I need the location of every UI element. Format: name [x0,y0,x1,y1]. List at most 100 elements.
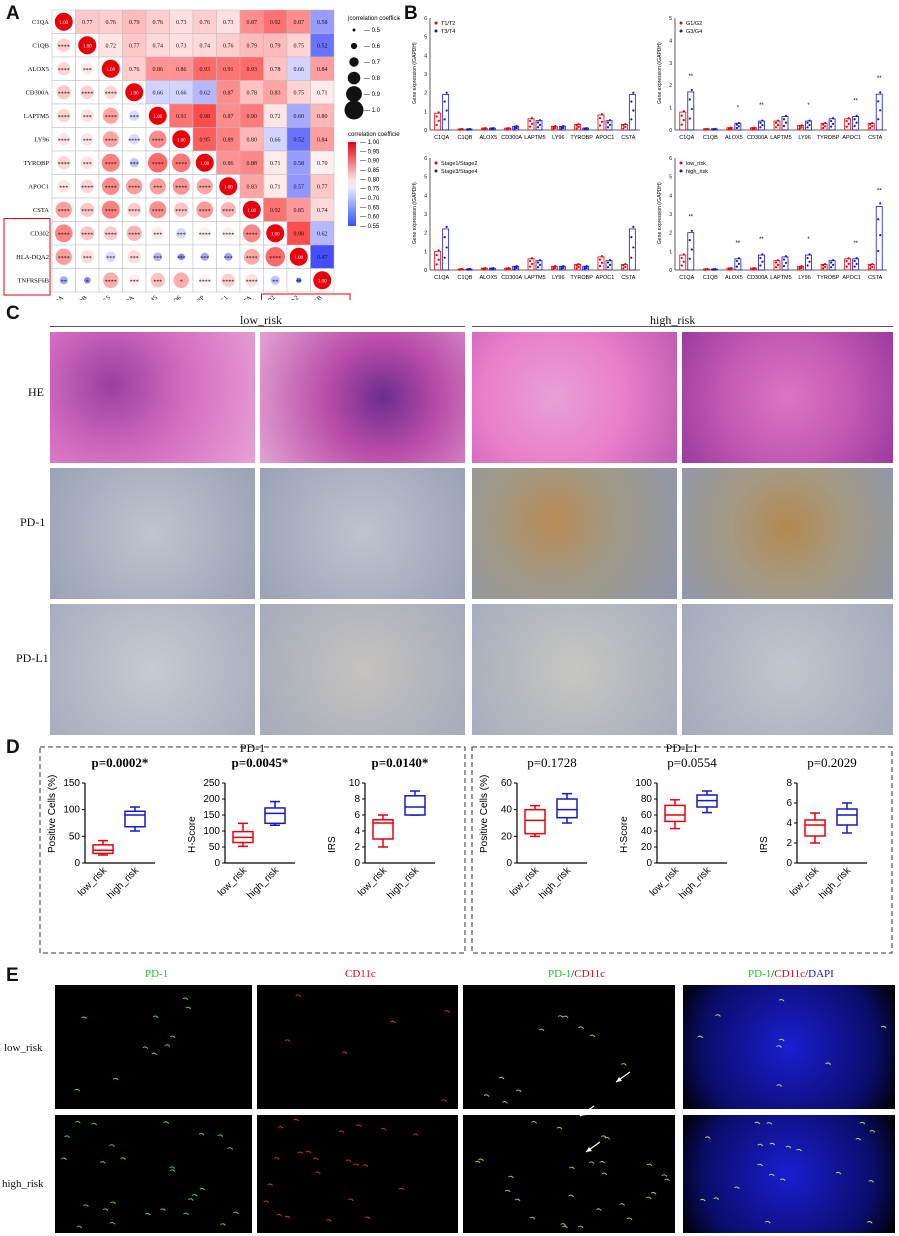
matrix-value: 0.78 [247,90,258,96]
legend-marker-blue [434,29,438,33]
point-red [751,267,754,270]
significance-stars: *** [177,232,186,238]
matrix-value: 0.87 [247,20,258,26]
matrix-value: 0.79 [247,43,258,49]
if-signal-mark [604,1136,611,1140]
y-tick-label: 100 [63,805,80,816]
bar-red [679,254,687,271]
x-tick-label: high_risk [385,865,422,902]
significance-stars: ** [688,215,693,221]
y-tick-label: 6 [424,156,427,162]
matrix-value: 0.66 [270,137,281,143]
correlation-bubble [81,133,94,146]
y-tick-label: 4 [424,53,427,59]
point-blue [832,263,835,266]
significance-stars: *** [130,162,139,168]
bar-red [597,114,605,131]
row-label-pdl1: PD-L1 [16,651,49,665]
if-signal-mark [779,1178,786,1182]
matrix-value: 0.73 [176,20,187,26]
legend-marker-red [679,21,683,25]
if-signal-mark [284,1215,291,1219]
y-tick-label: 2 [669,83,672,89]
y-tick-label: 20 [641,842,653,853]
correlation-bubble [220,202,236,218]
diagonal-marker [101,59,120,78]
if-signal-mark [664,1178,670,1182]
point-red [871,125,874,128]
point-blue [832,117,835,120]
bar-red [844,118,852,131]
y-tick-label: 8 [354,794,360,805]
x-tick-label: TYROBP [570,275,593,281]
correlation-bubble [128,274,141,287]
bar-red [844,258,852,271]
significance-stars: *** [106,256,115,262]
point-red [624,265,627,269]
point-blue [583,265,586,269]
he-image-low-2 [260,332,465,463]
point-blue [808,253,811,256]
diagonal-marker [313,271,332,290]
if-signal-mark [757,1143,764,1147]
y-tick-label: 6 [786,798,792,809]
if-signal-mark [538,1028,545,1032]
point-red [528,265,532,268]
panel-label-d: D [6,737,20,758]
point-blue [784,114,788,117]
legend-marker-red [434,21,438,25]
if-signal-mark [182,997,189,1001]
x-tick-label: high_risk [677,865,714,902]
point-blue [761,260,764,263]
row-gene-label: TNFRSF6B [18,277,50,284]
significance-stars: *** [59,185,68,191]
legend-marker-blue [434,169,438,173]
x-tick-label: C1QA [434,135,449,141]
point-red [598,258,602,261]
y-axis-label: Gene expression (/GAPDH) [657,42,663,104]
point-red [577,125,580,129]
if-signal-mark [345,1159,352,1163]
y-tick-label: 5 [669,16,672,22]
matrix-value: 0.57 [294,184,305,190]
if-signal-mark [81,1016,88,1020]
if-signal-mark [776,1084,783,1087]
colorbar-tick: — 0.70 [360,196,380,202]
x-tick-label: TYROBP [570,135,593,141]
significance-stars: **** [222,279,234,285]
x-tick-label: CD300A [747,135,768,141]
point-blue [855,262,858,265]
y-tick-label: 0 [354,858,360,869]
pd1-image-high-1 [472,468,677,599]
y-tick-label: 1 [424,109,427,115]
size-legend-label: — 0.7 [364,60,381,66]
point-red [458,268,462,271]
point-blue [782,118,786,121]
pdl1-image-low-1 [50,604,255,735]
if-signal-mark [704,1136,711,1139]
correlation-bubble [245,273,259,287]
if-image-low-dapi [683,985,895,1109]
point-red [845,265,848,268]
point-red [824,265,827,269]
point-red [577,123,580,126]
point-blue [608,263,612,266]
if-signal-mark [183,1212,189,1216]
x-tick-label: ALOX5 [725,275,743,281]
if-signal-mark [273,1157,280,1160]
point-blue [737,121,740,125]
y-tick-label: 0 [646,858,652,869]
if-image-low-pd1 [55,985,252,1109]
matrix-value: 0.77 [129,43,140,49]
matrix-value: 0.91 [223,67,234,73]
point-blue [830,125,833,128]
bar-red [527,258,535,271]
if-signal-mark [569,1166,575,1170]
significance-stars: **** [269,256,281,262]
x-tick-label: LY96 [798,135,810,141]
y-tick-label: 200 [203,794,220,805]
pd1-image-low-2 [260,468,465,599]
matrix-value: 0.80 [317,114,328,120]
if-signal-mark [645,1196,652,1200]
if-signal-mark [187,1198,194,1201]
